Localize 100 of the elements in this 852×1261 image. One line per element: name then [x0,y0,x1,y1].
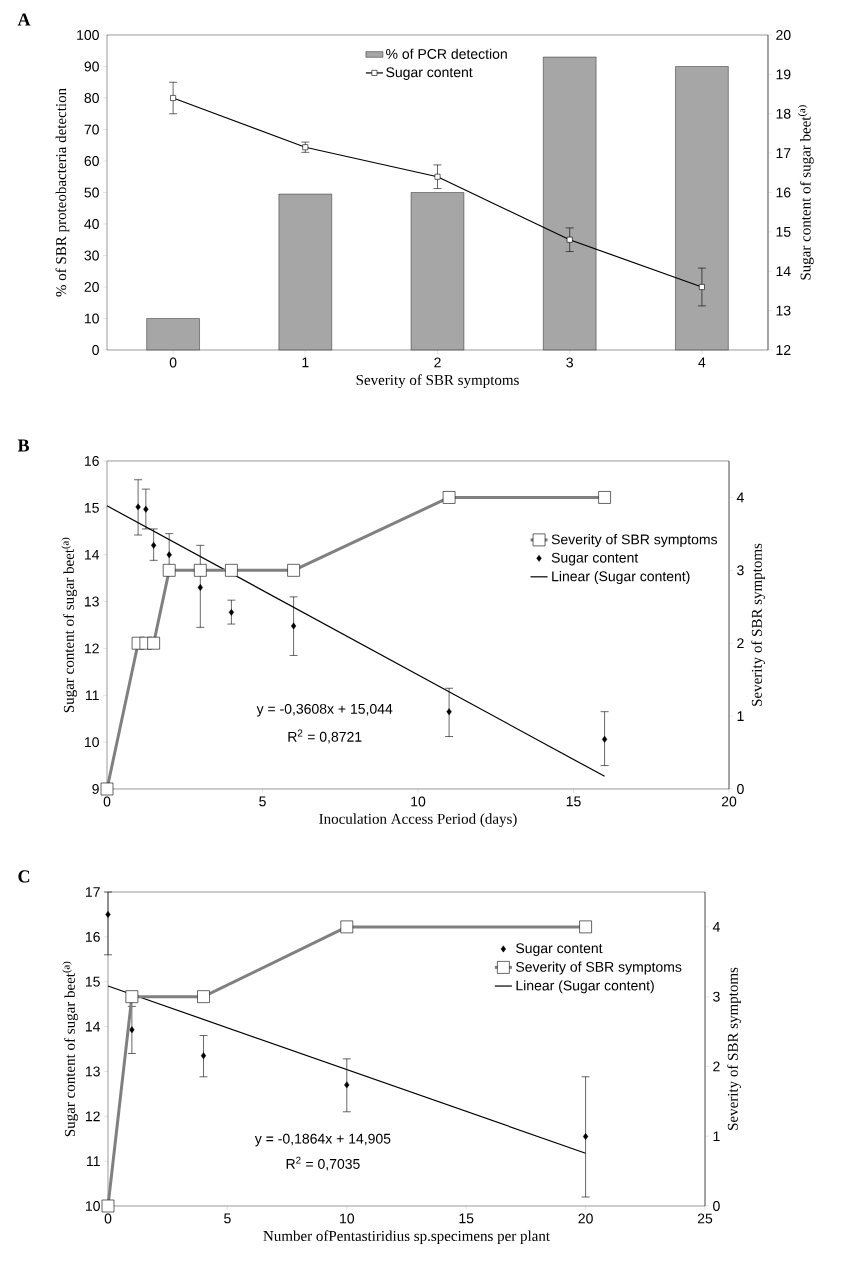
y-tick-label: 80 [84,93,99,103]
point [228,608,234,616]
x-axis-title: Inoculation Access Period (days) [319,813,517,827]
x-tick-label: 3 [566,357,573,368]
y2-tick-label: 18 [776,108,791,119]
y-tick-label: 16 [84,456,99,466]
y2-tick-label: 0 [737,784,744,794]
legend-label: Sugar content [386,67,473,80]
x-tick-label: 2 [434,357,441,368]
y-axis-title: % of SBR proteobacteria detection [55,88,70,297]
y2-tick-label: 1 [737,711,744,721]
y2-tick-label: 12 [776,345,791,355]
x-tick-label: 15 [459,1213,474,1224]
chart-title: C [18,870,30,883]
y2-tick-label: 4 [712,922,720,932]
point [129,1026,135,1034]
point [143,505,149,513]
point [344,1081,350,1089]
y2-tick-label: 16 [776,187,791,198]
y-tick-label: 14 [84,549,100,560]
y-axis-title: Sugar content of sugar beet$^{(a)}$ [62,961,79,1137]
y2-tick-label: 19 [776,69,791,80]
y-tick-label: 15 [85,976,100,987]
y-tick-label: 50 [84,187,99,198]
annotation: y = -0,3608x + 15,044 [256,703,393,717]
point [151,541,157,549]
y2-tick-label: 1 [713,1131,720,1142]
x-tick-label: 5 [224,1213,231,1224]
x-tick-label: 10 [411,796,426,807]
x-tick-label: 4 [698,357,706,368]
y2-tick-label: 2 [713,1061,720,1072]
y2-tick-label: 20 [776,30,791,40]
x-tick-label: 0 [104,1213,112,1224]
y-tick-label: 14 [85,1021,101,1032]
legend-label: Linear (Sugar content) [552,570,690,585]
y-tick-label: 20 [84,282,99,292]
y-tick-label: 11 [86,690,99,701]
y2-tick-label: 0 [713,1201,720,1211]
y2-tick-label: 3 [713,991,720,1002]
y-tick-label: 12 [85,1111,100,1122]
y2-axis-title: Sugar content of sugar beet$^{(a)}$ [797,105,814,280]
y-tick-label: 15 [84,502,99,513]
legend-label: Severity of SBR symptoms [516,961,682,975]
point [200,1052,207,1060]
legend-label: Sugar content [516,943,603,956]
y-tick-label: 12 [84,643,99,654]
x-tick-label: 25 [697,1213,713,1224]
y-tick-label: 11 [87,1156,100,1166]
legend-label: Linear (Sugar content) [516,980,654,994]
x-tick-label: 1 [302,357,309,368]
point [197,584,203,591]
point [699,284,705,290]
point [170,95,176,101]
y-tick-label: 10 [84,737,99,748]
y-tick-label: 10 [84,313,99,324]
y2-tick-label: 2 [737,638,744,649]
y-tick-label: 16 [85,931,100,942]
y2-tick-label: 13 [776,305,791,316]
point [105,911,111,918]
y2-tick-label: 4 [736,492,744,503]
y-tick-label: 17 [85,887,100,897]
point [583,1133,589,1140]
x-tick-label: 10 [340,1213,355,1224]
x-tick-label: 20 [721,796,737,807]
chart-title: B [17,439,30,452]
annotation: R$^{2}$ = 0,7035 [286,1156,360,1171]
x-tick-label: 15 [566,796,581,807]
x-tick-label: 20 [578,1213,593,1224]
point [446,708,452,716]
point [434,173,441,180]
point [602,735,608,743]
y-tick-label: 40 [84,219,99,229]
y-tick-label: 100 [77,30,99,40]
y-tick-label: 10 [85,1201,100,1211]
x-tick-label: 0 [103,796,111,807]
legend-label: Sugar content [551,552,639,566]
y2-tick-label: 17 [776,148,791,158]
legend-label: Severity of SBR symptoms [551,534,718,548]
y-tick-label: 90 [84,61,99,72]
annotation: R$^{2}$ = 0,8721 [288,729,362,744]
chart-title: A [17,13,31,26]
y-tick-label: 9 [92,784,99,794]
x-axis-title: Severity of SBR symptoms [356,374,519,389]
y2-tick-label: 3 [737,565,744,576]
legend-label: % of PCR detection [386,48,507,59]
point [291,622,297,630]
y-tick-label: 0 [92,345,99,355]
annotation: y = -0,1864x + 14,905 [254,1133,391,1147]
y-tick-label: 30 [84,250,99,261]
y2-axis-title: Severity of SBR symptoms [727,967,741,1130]
y-tick-label: 13 [85,1066,100,1077]
y-tick-label: 13 [84,596,99,607]
point [566,236,573,243]
y2-tick-label: 14 [776,266,791,277]
point [135,503,141,511]
x-tick-label: 0 [169,357,177,368]
y2-axis-title: Severity of SBR symptoms [751,543,765,706]
x-axis-title: Number ofPentastiridius sp.specimens per plant [263,1230,550,1245]
x-tick-label: 5 [259,796,266,807]
y-axis-title: Sugar content of sugar beet$^{(a)}$ [61,537,78,713]
